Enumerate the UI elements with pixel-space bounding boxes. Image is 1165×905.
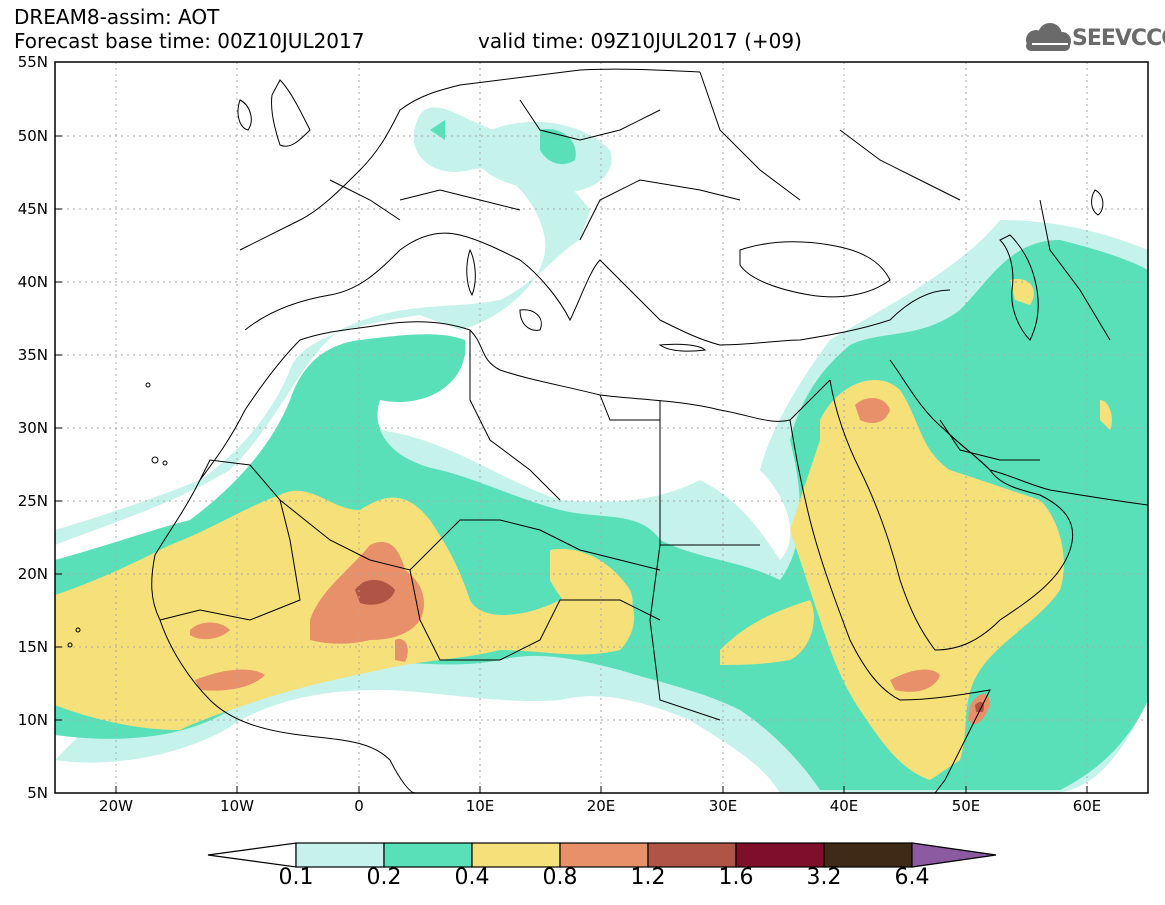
- colorbar-label-0.1: 0.1: [278, 865, 314, 890]
- lon-label-40e: 40E: [829, 797, 859, 815]
- lat-label-30n: 30N: [17, 419, 48, 437]
- colorbar-label-0.4: 0.4: [454, 865, 490, 890]
- lat-label-5n: 5N: [27, 784, 48, 802]
- colorbar-label-0.2: 0.2: [366, 865, 402, 890]
- colorbar-swatch-4: [647, 842, 737, 868]
- lat-label-40n: 40N: [17, 273, 48, 291]
- logo-text: SEEVCCC: [1072, 26, 1165, 51]
- coastlines: [151, 68, 1148, 793]
- lon-label-50e: 50E: [951, 797, 981, 815]
- colorbar-swatch-1: [383, 842, 473, 868]
- cloud-logo-icon: [1026, 23, 1071, 51]
- colorbar-over-arrow: [911, 842, 997, 868]
- lat-lon-grid: [55, 62, 1148, 793]
- colorbar-label-1.6: 1.6: [718, 865, 754, 890]
- axis-ticks: [55, 61, 1088, 793]
- lon-label-60e: 60E: [1072, 797, 1102, 815]
- colorbar-label-1.2: 1.2: [630, 865, 666, 890]
- islands: [67, 189, 1104, 648]
- lon-label-30e: 30E: [708, 797, 738, 815]
- lon-label-10e: 10E: [465, 797, 495, 815]
- colorbar-swatch-5: [735, 842, 825, 868]
- colorbar-swatch-0: [295, 842, 385, 868]
- lon-label-20e: 20E: [586, 797, 616, 815]
- colorbar-swatch-2: [471, 842, 561, 868]
- lon-label-10w: 10W: [220, 797, 254, 815]
- lat-label-10n: 10N: [17, 711, 48, 729]
- lat-label-35n: 35N: [17, 346, 48, 364]
- colorbar-swatch-3: [559, 842, 649, 868]
- colorbar-under-arrow: [207, 842, 297, 868]
- colorbar-label-3.2: 3.2: [806, 865, 842, 890]
- lat-label-15n: 15N: [17, 638, 48, 656]
- forecast-base-time: Forecast base time: 00Z10JUL2017: [14, 29, 365, 53]
- colorbar-label-0.8: 0.8: [542, 865, 578, 890]
- lat-label-50n: 50N: [17, 127, 48, 145]
- valid-time: valid time: 09Z10JUL2017 (+09): [478, 29, 802, 53]
- lon-label-20w: 20W: [99, 797, 133, 815]
- lat-label-55n: 55N: [17, 53, 48, 71]
- lon-label-0: 0: [354, 797, 364, 815]
- dust-aot-map: [54, 61, 1149, 794]
- product-title: DREAM8-assim: AOT: [14, 5, 220, 29]
- lat-label-20n: 20N: [17, 565, 48, 583]
- aot-band-1.2: [355, 579, 985, 712]
- lat-label-45n: 45N: [17, 200, 48, 218]
- lat-label-25n: 25N: [17, 492, 48, 510]
- colorbar-label-6.4: 6.4: [894, 865, 930, 890]
- colorbar: [207, 842, 997, 868]
- colorbar-swatch-6: [823, 842, 913, 868]
